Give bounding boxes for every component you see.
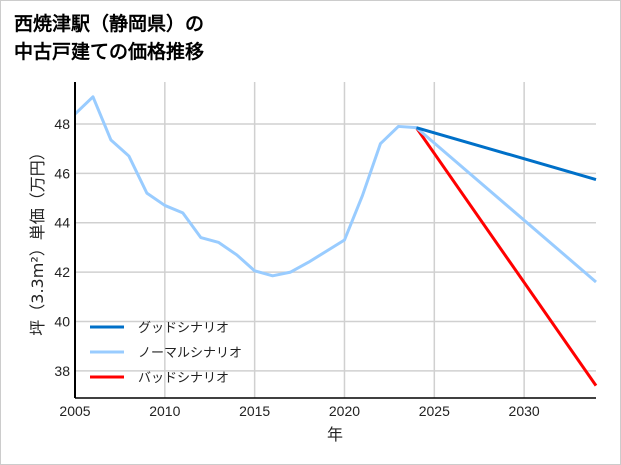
y-tick-label: 42 [54, 264, 70, 280]
y-tick-label: 38 [54, 363, 70, 379]
x-tick-label: 2025 [419, 403, 450, 419]
title-line-2: 中古戸建ての価格推移 [14, 41, 205, 63]
legend-label: グッドシナリオ [138, 321, 229, 336]
x-tick-label: 2030 [509, 403, 540, 419]
chart-title: 西焼津駅（静岡県）の 中古戸建ての価格推移 [14, 10, 204, 66]
series-line-ノーマルシナリオ [415, 126, 597, 284]
y-tick-label: 44 [54, 215, 70, 231]
legend-label: ノーマルシナリオ [138, 346, 242, 361]
x-tick-label: 2015 [239, 403, 270, 419]
series-line-バッドシナリオ [415, 126, 598, 387]
x-tick-label: 2010 [149, 403, 180, 419]
grid [75, 82, 596, 398]
y-tick-label: 40 [54, 313, 70, 329]
x-axis-label: 年 [327, 425, 343, 444]
x-tick-label: 2005 [59, 403, 90, 419]
history-line [73, 95, 417, 278]
series-line-グッドシナリオ [415, 126, 597, 181]
legend-label: バッドシナリオ [138, 371, 229, 386]
axes: 2005 2010 2015 2020 2025 2030 38 40 42 44 46 48 [54, 82, 596, 419]
x-tick-label: 2020 [329, 403, 360, 419]
y-tick-label: 48 [54, 116, 70, 132]
y-tick-label: 46 [54, 165, 70, 181]
title-line-1: 西焼津駅（静岡県）の [14, 13, 205, 35]
series-lines [73, 95, 598, 387]
y-axis-label: 坪（3.3m²）単価（万円） [28, 144, 47, 335]
